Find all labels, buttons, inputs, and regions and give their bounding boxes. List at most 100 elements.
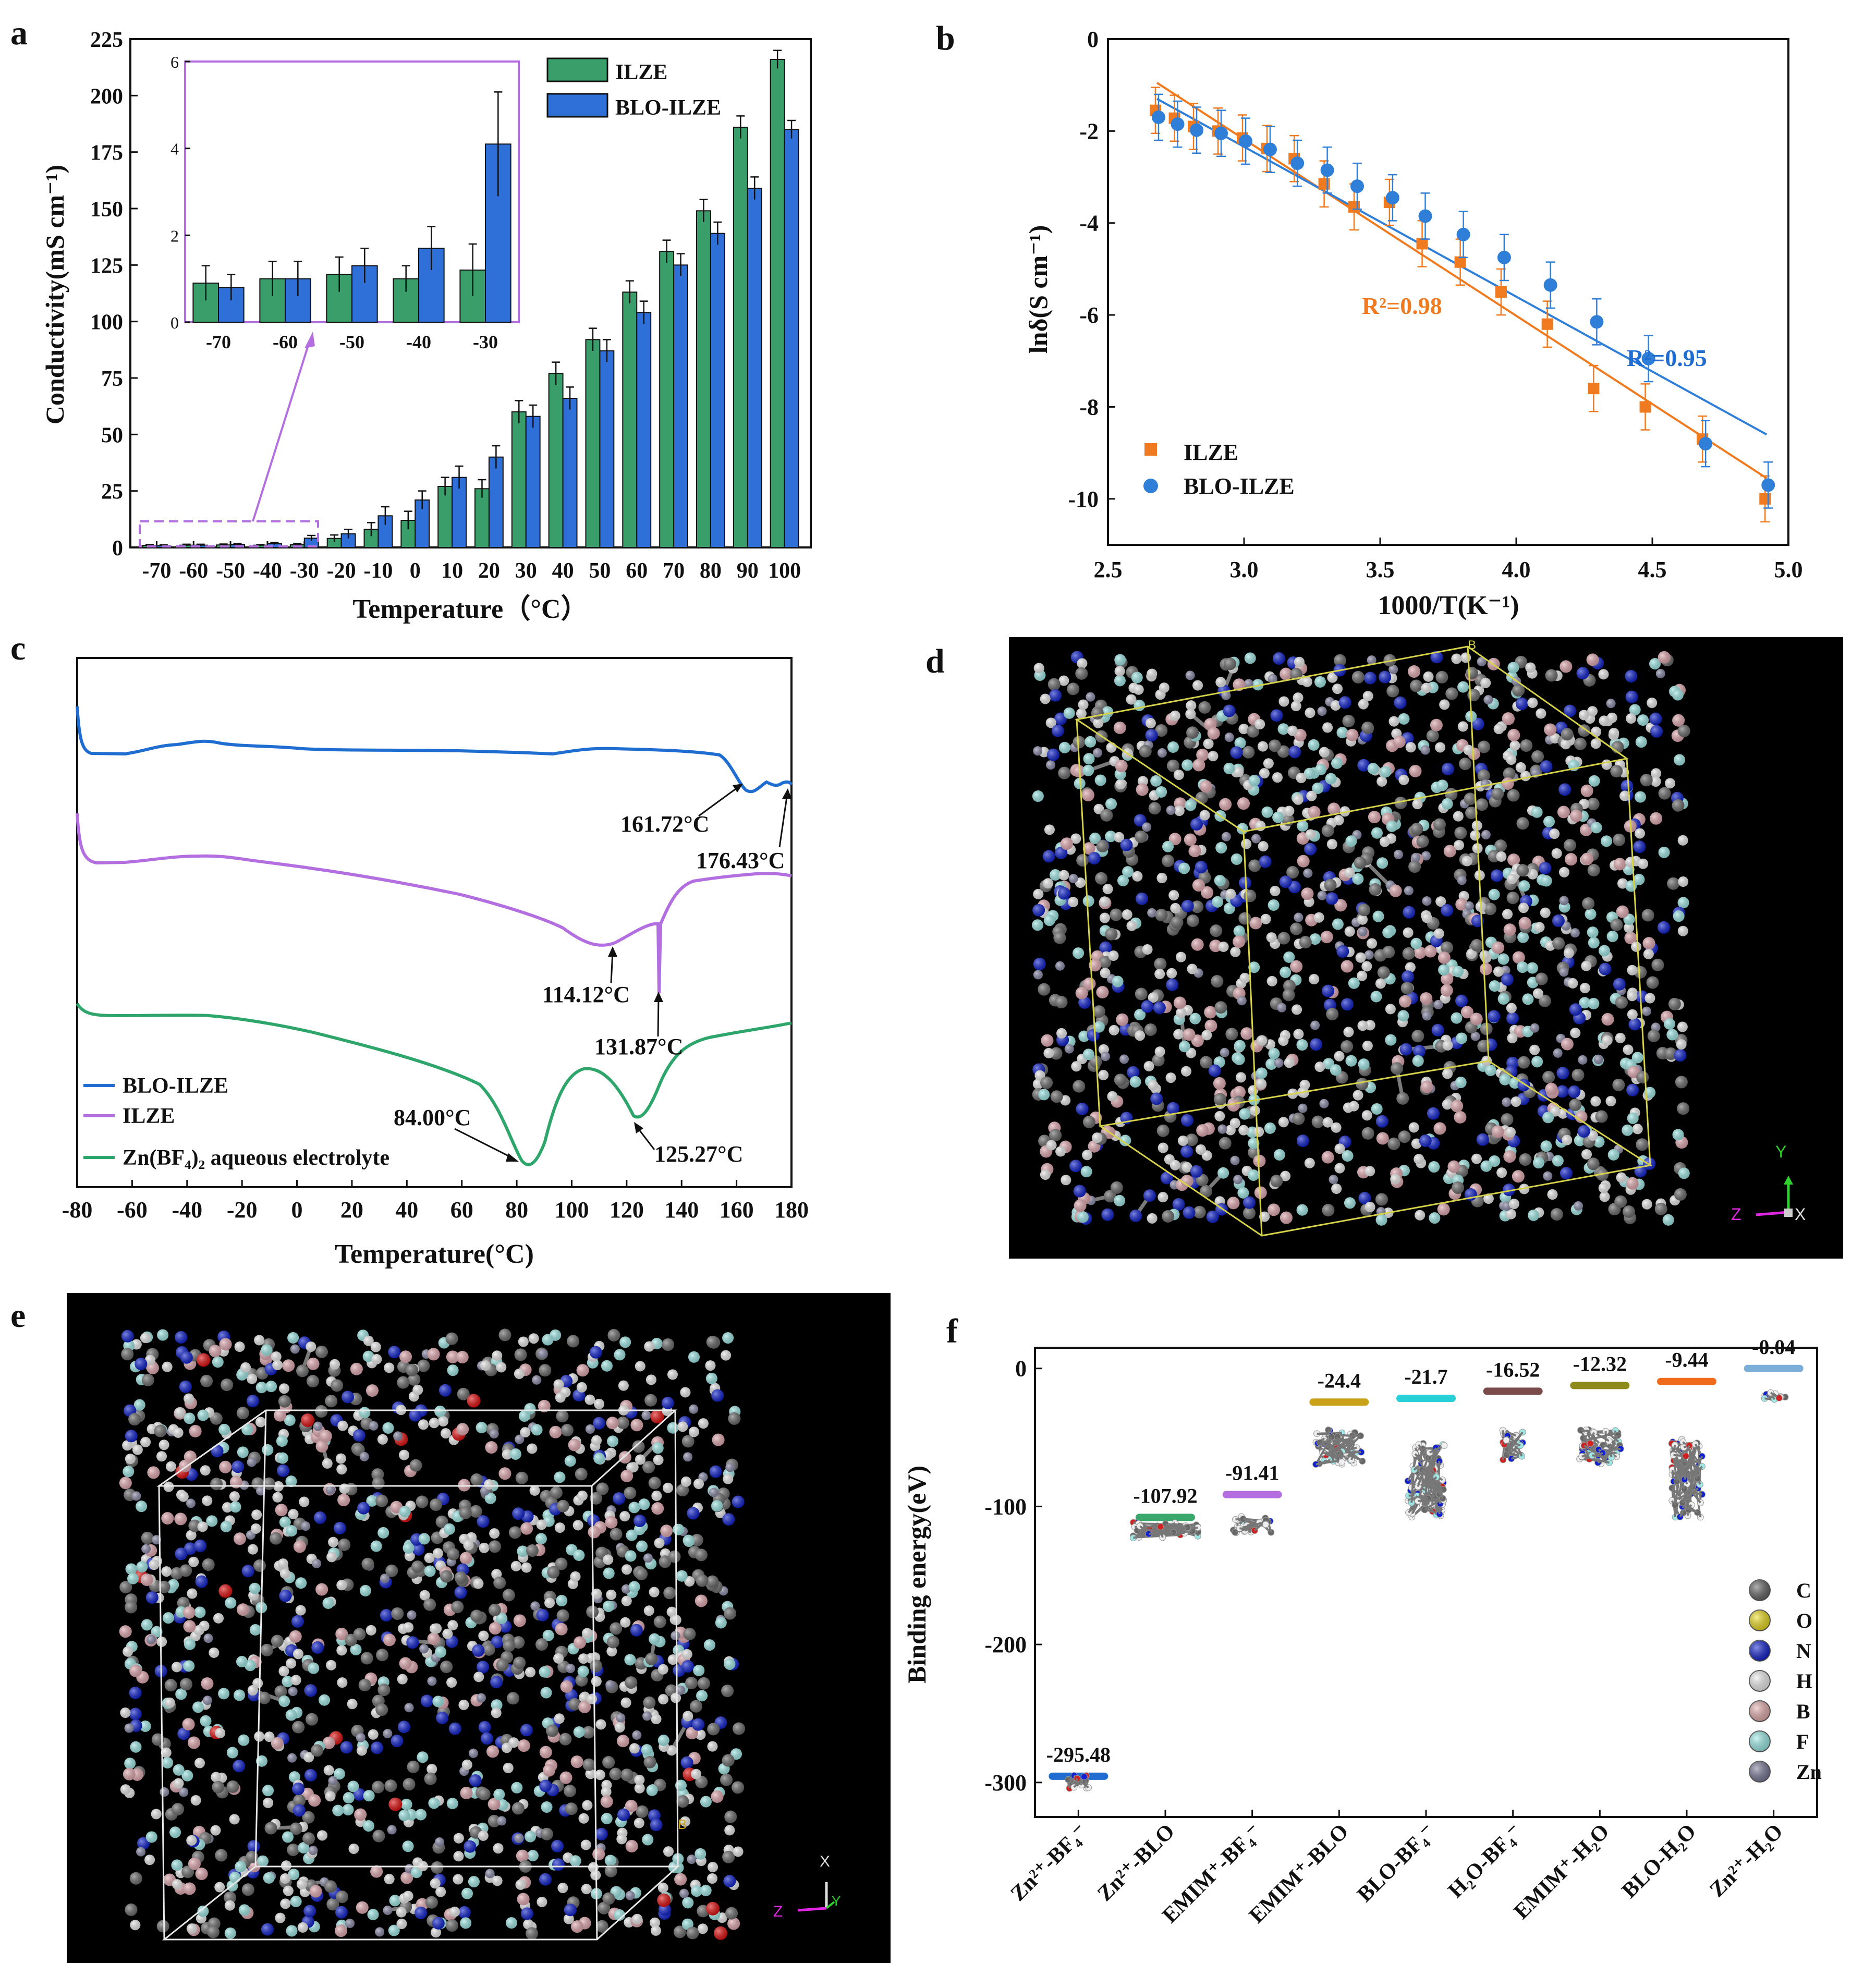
atom-shade: [1614, 1195, 1627, 1208]
atom-shade: [233, 1760, 246, 1773]
atom-shade: [1341, 960, 1354, 973]
atom-shade: [1162, 855, 1175, 868]
atom-shade: [645, 1374, 656, 1385]
atom-shade: [1543, 1171, 1553, 1181]
atom-shade: [1099, 896, 1110, 907]
atom-shade: [1046, 748, 1059, 761]
atom-shade: [1576, 667, 1589, 680]
atom-shade: [555, 1392, 566, 1403]
atom-shade: [570, 1755, 583, 1768]
atom-shade: [1430, 651, 1443, 664]
atom-shade: [708, 1862, 718, 1873]
atom-shade: [1543, 815, 1555, 827]
atom-shade: [291, 1615, 304, 1628]
atom-shade: [1078, 1030, 1090, 1042]
atom-shade: [1569, 1099, 1582, 1112]
atom-shade: [1096, 839, 1109, 852]
atom-shade: [1077, 1211, 1089, 1223]
atom-shade: [1490, 869, 1503, 882]
atom-shade: [1081, 789, 1094, 802]
atom-shade: [1049, 1129, 1062, 1142]
atom-shade: [1129, 1209, 1142, 1222]
atom-shade: [610, 1622, 623, 1635]
atom-shade: [1675, 1076, 1688, 1089]
inset-xtick-label: -70: [206, 332, 231, 352]
atom-shade: [1270, 1175, 1283, 1188]
atom-shade: [1550, 1208, 1563, 1221]
atom-shade: [1539, 862, 1552, 875]
atom-shade: [1282, 989, 1295, 1002]
atom-shade: [1624, 932, 1637, 945]
atom-shade: [1428, 1161, 1440, 1173]
a-bar-ilze: [659, 251, 675, 548]
atom-shade: [1277, 723, 1289, 735]
atom-shade: [1650, 725, 1663, 738]
atom-shade: [1238, 912, 1251, 925]
atom-shade: [1623, 1044, 1634, 1055]
panel-b-r2-blo-ilze: R²=0.95: [1627, 345, 1707, 371]
atom-shade: [1499, 1074, 1511, 1085]
atom-shade: [1484, 902, 1497, 916]
atom-shade: [124, 1758, 136, 1770]
atom-shade: [653, 1455, 664, 1466]
atom-shade: [1267, 1203, 1280, 1216]
atom-shade: [680, 1387, 691, 1398]
atom-shade: [1642, 1006, 1652, 1016]
atom-shade: [1457, 681, 1469, 693]
atom-shade: [580, 1839, 591, 1850]
atom-shade: [1051, 724, 1064, 737]
atom-shade: [218, 1584, 233, 1598]
atom-shade: [1199, 780, 1212, 793]
atom-shade: [517, 1893, 530, 1906]
atom-shade: [247, 1373, 258, 1384]
atom-shade: [1093, 803, 1104, 814]
atom-shade: [1336, 727, 1348, 739]
atom-shade: [1481, 830, 1491, 840]
atom-shade: [125, 1903, 138, 1916]
atom-shade: [1319, 747, 1330, 758]
legend-label-blo-ilze: BLO-ILZE: [615, 96, 721, 120]
atom-shade: [563, 1785, 576, 1798]
atom-shade: [636, 1805, 649, 1818]
b-point-blo-ilze: [1761, 478, 1775, 492]
atom-shade: [1070, 833, 1081, 844]
atom-shade: [1195, 791, 1208, 804]
atom-shade: [1314, 1062, 1325, 1072]
atom-shade: [683, 1452, 693, 1462]
atom-shade: [1101, 1052, 1111, 1062]
atom-shade: [1341, 998, 1354, 1011]
atom-shade: [224, 1927, 236, 1939]
atom-shade: [1331, 1122, 1342, 1133]
atom-shade: [1459, 758, 1472, 771]
atom-shade: [1082, 1048, 1094, 1060]
atom-shade: [1507, 662, 1519, 674]
atom-shade: [1441, 798, 1453, 810]
b-fit-ilze: [1156, 82, 1768, 479]
atom-shade: [1585, 908, 1597, 920]
atom-shade: [341, 1390, 354, 1404]
a-ytick-label: 175: [90, 141, 123, 165]
atom-shade: [1502, 712, 1515, 725]
atom-shade: [1185, 1133, 1198, 1146]
atom-shade: [1532, 1157, 1544, 1169]
atom-shade: [1375, 978, 1386, 989]
atom-shade: [210, 1825, 221, 1836]
atom-shade: [1219, 798, 1232, 811]
atom-shade: [680, 1756, 693, 1769]
atom-shade: [279, 1568, 290, 1579]
atom-shade: [1390, 1174, 1401, 1185]
atom-shade: [1176, 1007, 1187, 1018]
atom-shade: [721, 1685, 734, 1698]
atom-shade: [1565, 853, 1578, 866]
atom-shade: [308, 1846, 318, 1856]
atom-shade: [1278, 1035, 1289, 1046]
atom-shade: [1136, 783, 1149, 796]
atom-shade: [1646, 976, 1659, 989]
atom-shade: [1351, 670, 1365, 684]
atom-shade: [237, 1446, 249, 1458]
atom-shade: [1389, 884, 1402, 897]
atom-shade: [261, 1923, 274, 1936]
atom-shade: [366, 1625, 376, 1636]
atom-shade: [1414, 946, 1427, 959]
atom-shade: [1512, 684, 1525, 697]
